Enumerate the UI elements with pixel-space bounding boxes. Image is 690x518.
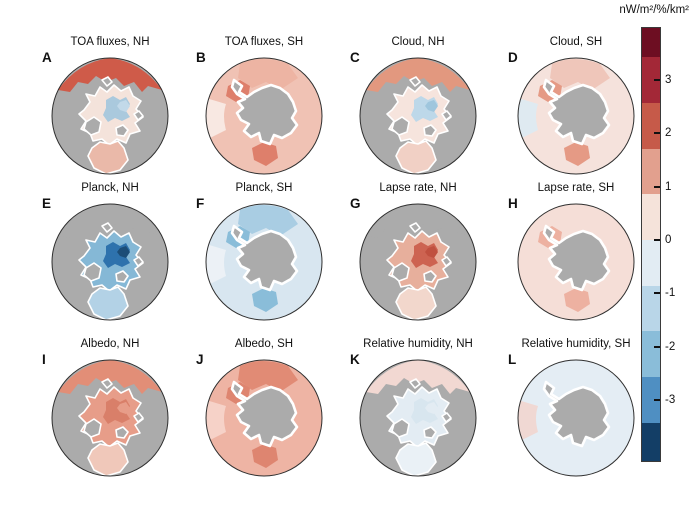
map-outline — [51, 57, 169, 175]
panel-e-planck-nh: Planck, NH E — [34, 180, 186, 322]
panel-title: Albedo, SH — [234, 338, 294, 350]
tick-label: 1 — [665, 181, 672, 193]
tick-label: -2 — [665, 341, 676, 353]
colorbar — [641, 27, 661, 462]
colorbar-tick: -3 — [654, 393, 675, 407]
colorbar-tick: -2 — [654, 340, 675, 354]
north-polar-map — [359, 203, 477, 321]
north-polar-map — [359, 359, 477, 477]
colorbar-tick: 0 — [654, 233, 671, 247]
map-outline — [51, 203, 169, 321]
colorbar-unit-label: nW/m²/%/km² — [619, 4, 689, 16]
map-outline — [205, 57, 323, 175]
south-polar-map — [517, 57, 635, 175]
panel-k-relative-humidity-nh: Relative humidity, NH K — [342, 336, 494, 478]
north-polar-map — [51, 57, 169, 175]
panel-title: Planck, NH — [81, 182, 139, 194]
panel-letter: D — [508, 50, 518, 65]
tick-label: -3 — [665, 394, 676, 406]
panel-title: TOA fluxes, NH — [70, 36, 150, 48]
map-outline — [359, 359, 477, 477]
panel-title: Lapse rate, NH — [379, 182, 457, 194]
south-polar-map — [517, 359, 635, 477]
panel-letter: J — [196, 352, 204, 367]
panel-title: Cloud, NH — [391, 36, 445, 48]
tick-label: 3 — [665, 74, 672, 86]
panel-b-toa-fluxes-sh: TOA fluxes, SH B — [188, 34, 340, 176]
panel-letter: F — [196, 196, 205, 211]
tick-mark — [654, 399, 660, 401]
panel-title: Albedo, NH — [80, 338, 140, 350]
panel-letter: B — [196, 50, 206, 65]
tick-mark — [654, 79, 660, 81]
colorbar-band — [642, 28, 660, 57]
colorbar-band — [642, 103, 660, 149]
map-outline — [359, 57, 477, 175]
panel-title: Lapse rate, SH — [537, 182, 615, 194]
tick-mark — [654, 239, 660, 241]
colorbar-band — [642, 423, 660, 461]
panel-letter: G — [350, 196, 361, 211]
colorbar-band — [642, 57, 660, 103]
tick-mark — [654, 292, 660, 294]
colorbar-band — [642, 194, 660, 240]
tick-mark — [654, 346, 660, 348]
map-outline — [359, 203, 477, 321]
colorbar-ticks: 3 2 1 0 -1 -2 -3 — [654, 28, 690, 461]
panel-letter: A — [42, 50, 52, 65]
colorbar-tick: 3 — [654, 73, 671, 87]
map-outline — [51, 359, 169, 477]
tick-label: 0 — [665, 234, 672, 246]
colorbar-band — [642, 377, 660, 423]
tick-label: 2 — [665, 127, 672, 139]
south-polar-map — [517, 203, 635, 321]
tick-mark — [654, 186, 660, 188]
south-polar-map — [205, 57, 323, 175]
panel-l-relative-humidity-sh: Relative humidity, SH L — [500, 336, 652, 478]
south-polar-map — [205, 203, 323, 321]
map-outline — [517, 57, 635, 175]
colorbar-tick: 2 — [654, 126, 671, 140]
south-polar-map — [205, 359, 323, 477]
panel-letter: K — [350, 352, 360, 367]
panel-c-cloud-nh: Cloud, NH C — [342, 34, 494, 176]
colorbar-tick: -1 — [654, 286, 675, 300]
panel-letter: H — [508, 196, 518, 211]
panel-h-lapse-rate-sh: Lapse rate, SH H — [500, 180, 652, 322]
colorbar-tick: 1 — [654, 180, 671, 194]
panel-letter: E — [42, 196, 52, 211]
panel-letter: I — [42, 352, 46, 367]
colorbar-band — [642, 149, 660, 194]
map-outline — [205, 359, 323, 477]
panel-letter: L — [508, 352, 517, 367]
panel-title: Planck, SH — [235, 182, 293, 194]
colorbar-band — [642, 331, 660, 377]
north-polar-map — [51, 203, 169, 321]
panel-f-planck-sh: Planck, SH F — [188, 180, 340, 322]
colorbar-band — [642, 240, 660, 286]
panel-d-cloud-sh: Cloud, SH D — [500, 34, 652, 176]
map-outline — [517, 359, 635, 477]
map-outline — [517, 203, 635, 321]
colorbar-band — [642, 286, 660, 331]
panel-g-lapse-rate-nh: Lapse rate, NH G — [342, 180, 494, 322]
panel-title: Cloud, SH — [549, 36, 603, 48]
panel-title: TOA fluxes, SH — [224, 36, 304, 48]
panel-a-toa-fluxes-nh: TOA fluxes, NH A — [34, 34, 186, 176]
north-polar-map — [359, 57, 477, 175]
map-outline — [205, 203, 323, 321]
tick-mark — [654, 132, 660, 134]
panel-j-albedo-sh: Albedo, SH J — [188, 336, 340, 478]
panel-letter: C — [350, 50, 360, 65]
north-polar-map — [51, 359, 169, 477]
panel-title: Relative humidity, NH — [363, 338, 473, 350]
tick-label: -1 — [665, 287, 676, 299]
panel-i-albedo-nh: Albedo, NH I — [34, 336, 186, 478]
panel-title: Relative humidity, SH — [521, 338, 631, 350]
